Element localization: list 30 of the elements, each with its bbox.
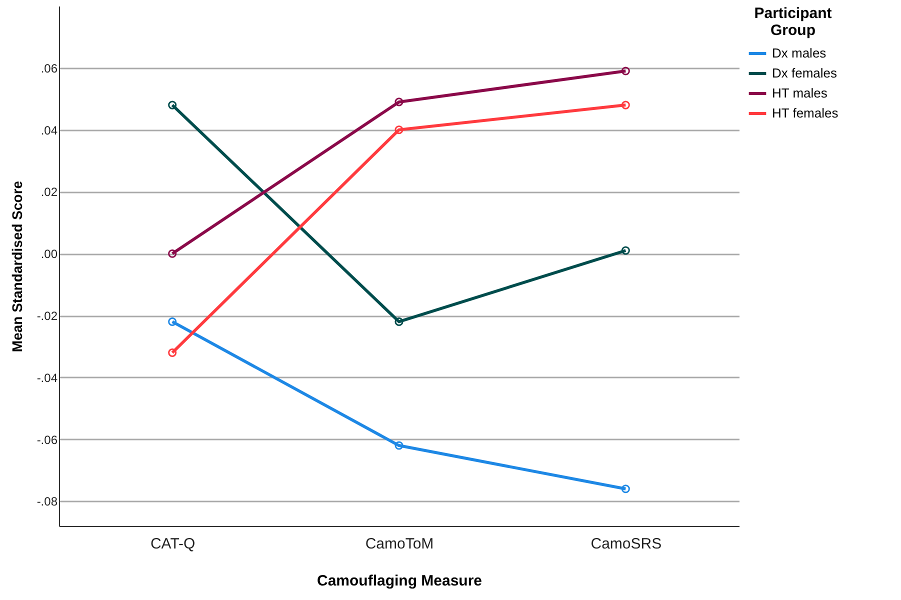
legend-label: Dx males: [772, 46, 827, 60]
point: [621, 246, 630, 255]
y-axis-title: Mean Standardised Score: [8, 180, 25, 352]
point: [168, 348, 177, 357]
x-axis-title: Camouflaging Measure: [316, 572, 482, 590]
x-tick-label: CamoSRS: [590, 536, 662, 552]
point: [394, 98, 404, 106]
y-tick-label: -.04: [36, 370, 58, 385]
y-tick-label: .06: [40, 61, 58, 76]
legend-label: HT males: [772, 86, 828, 100]
y-tick-label: -.08: [36, 494, 58, 509]
y-tick-label: .04: [40, 123, 58, 138]
legend-title: Participant Group: [754, 5, 832, 39]
x-tick-label: CamoToM: [365, 536, 434, 552]
point: [621, 484, 630, 494]
point: [394, 441, 404, 450]
point: [621, 100, 630, 110]
y-tick-label: -.02: [36, 309, 58, 324]
point: [168, 100, 177, 110]
y-tick-label: .02: [40, 185, 58, 200]
point: [394, 317, 404, 326]
point: [168, 317, 177, 326]
point: [168, 249, 177, 258]
y-tick-label: -.06: [36, 432, 58, 447]
point: [621, 66, 630, 76]
legend-label: Dx females: [772, 66, 838, 80]
legend-label: HT females: [772, 106, 839, 120]
x-tick-label: CAT-Q: [150, 536, 196, 552]
point: [394, 126, 404, 134]
y-tick-label: .00: [40, 247, 58, 262]
